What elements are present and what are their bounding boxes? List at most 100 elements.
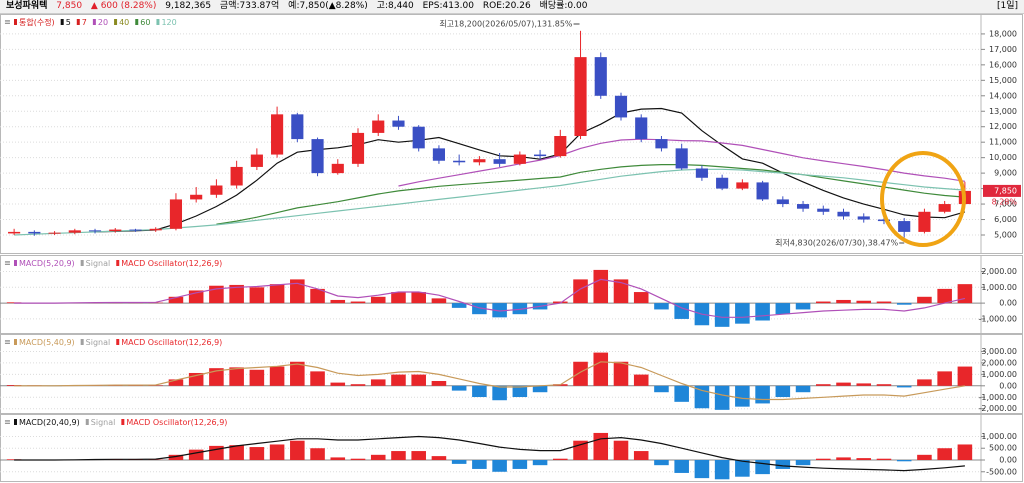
y-tick-label: 5,000 [994,230,1017,239]
histogram-bar [290,279,305,304]
candle-body [574,57,587,137]
candle-body [938,204,951,212]
candle-body [169,199,183,229]
candle-body [614,95,628,118]
histogram-bar [512,303,528,315]
y-tick-label: 18,000 [989,29,1017,38]
histogram-bar [917,379,932,386]
candle-body [331,163,344,174]
histogram-bar [714,303,730,327]
candle-body [716,177,729,189]
histogram-bar [269,284,285,304]
candle-body [918,211,931,232]
y-tick-label: 500.00 [989,444,1017,453]
candle-body [372,120,385,133]
legend-label: 40 [119,18,129,27]
y-tick-label: 1,000.00 [981,432,1017,441]
candle-body [493,159,506,164]
y-tick-label: 15,000 [989,76,1017,85]
y-tick-label: 0.00 [999,456,1017,465]
histogram-bar [492,303,507,318]
histogram-bar [876,301,892,304]
histogram-bar [593,432,609,460]
legend-swatch [14,339,17,345]
histogram-bar [613,279,629,304]
histogram-bar [431,298,447,304]
legend-label: Signal [91,418,116,427]
indicator-line [398,138,965,187]
histogram-bar [735,460,750,477]
candle-body [594,57,607,96]
histogram-bar [714,460,730,480]
legend-label: Signal [86,259,111,268]
volume: 9,182,365 [165,1,212,11]
candle-body [271,114,284,155]
legend-swatch [76,19,80,25]
histogram-bar [937,371,952,386]
histogram-bar [755,385,770,404]
histogram-bar [229,367,244,386]
histogram-bar [775,303,791,315]
candle-body [68,230,81,233]
indicator-line [216,164,965,225]
legend-swatch [135,19,139,25]
histogram-bar [249,369,265,386]
legend-icon: ≡ [4,418,11,427]
histogram-bar [229,445,244,460]
stock-name: 보성파워텍 [6,1,48,11]
candle-body [129,229,142,231]
candle-body [149,228,162,231]
histogram-bar [350,301,366,304]
histogram-bar [391,451,406,460]
legend-swatch [92,19,96,25]
expected: 예:7,850(▲8.28%) [288,1,368,11]
candle-body [230,166,243,186]
candle-body [392,120,405,127]
candle-body [534,154,547,157]
histogram-bar [370,454,386,460]
legend-swatch [14,419,17,425]
histogram-bar [876,384,892,386]
legend-swatch [60,19,64,25]
histogram-bar [553,458,568,460]
histogram-bar [654,303,669,310]
y-tick-label: -2,000.00 [978,404,1017,413]
indicator-line [14,435,965,472]
histogram-bar [350,458,366,460]
y-tick-label: 16,000 [989,60,1017,69]
amount: 금액:733.87억 [219,1,280,11]
histogram-bar [431,380,447,386]
y-tick-label: 1,000.00 [981,370,1017,379]
candle-body [28,231,41,234]
period-button[interactable]: [1일] [996,1,1018,11]
histogram-bar [451,303,467,308]
histogram-bar [492,460,507,472]
indicator-line [14,278,966,318]
legend-label: MACD Oscillator(12,26,9) [121,259,222,268]
histogram-bar [269,444,285,460]
annotation: 최고18,200(2026/05/07),131.85% [439,19,573,29]
histogram-bar [411,292,426,304]
histogram-bar [168,454,184,460]
candle-body [109,229,122,232]
histogram-bar [815,301,831,304]
histogram-bar [330,457,346,460]
candle-body [311,139,324,174]
histogram-bar [168,379,184,386]
legend-label: MACD Oscillator(12,26,9) [121,338,222,347]
histogram-bar [937,448,952,460]
candle-body [250,154,263,167]
y-tick-label: 10,000 [989,153,1017,162]
y-tick-label: 2,000.00 [981,267,1017,276]
histogram-bar [775,385,791,398]
histogram-bar [573,279,588,304]
histogram-bar [795,460,811,466]
candle-body [48,232,61,234]
histogram-bar [896,460,912,462]
y-tick-label: 12,000 [989,122,1017,131]
candle-body [817,208,830,212]
histogram-bar [431,456,447,460]
y-tick-label: 6,000 [994,215,1017,224]
histogram-bar [209,445,224,460]
